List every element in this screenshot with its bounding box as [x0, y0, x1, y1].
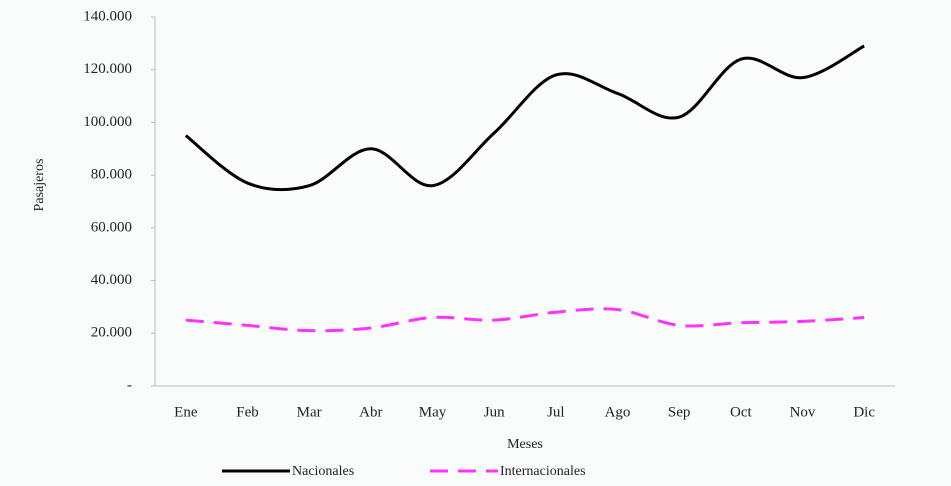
series-line: [185, 307, 865, 333]
y-tick-label: 20.000: [91, 325, 132, 341]
x-tick-label: Sep: [668, 404, 691, 420]
legend-label: Nacionales: [292, 464, 354, 479]
x-tick-label: Dic: [853, 404, 875, 420]
x-tick-label: Jun: [484, 404, 505, 420]
x-tick-label: Feb: [236, 404, 259, 420]
x-tick-label: Oct: [730, 404, 752, 420]
x-tick-label: Mar: [297, 404, 322, 420]
x-tick-label: Ago: [605, 404, 631, 420]
y-tick-label: 40.000: [91, 272, 132, 288]
y-tick-label: 140.000: [83, 8, 132, 24]
y-tick-label: 60.000: [91, 219, 132, 235]
y-axis-label: Pasajeros: [32, 159, 47, 212]
y-tick-label: -: [127, 377, 132, 393]
x-tick-label: Abr: [359, 404, 382, 420]
x-tick-label: Jul: [547, 404, 565, 420]
y-tick-label: 80.000: [91, 167, 132, 183]
y-tick-label: 120.000: [83, 61, 132, 77]
legend-label: Internacionales: [500, 464, 586, 479]
y-tick-label: 100.000: [83, 114, 132, 130]
x-tick-label: Nov: [790, 404, 816, 420]
x-tick-label: Ene: [174, 404, 198, 420]
x-axis-label: Meses: [507, 437, 543, 452]
x-tick-label: May: [419, 404, 447, 420]
series-line: [184, 44, 865, 192]
